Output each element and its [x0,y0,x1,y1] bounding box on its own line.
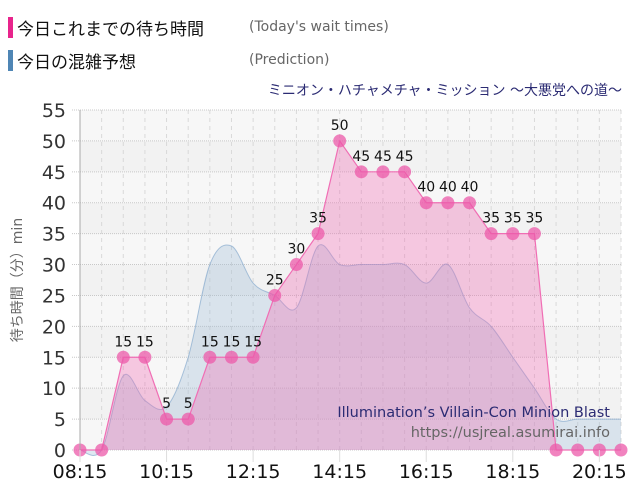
plot-background [80,110,621,450]
legend-prediction-label-en: (Prediction) [249,52,330,68]
data-point[interactable] [506,227,520,241]
y-tick-label: 10 [42,378,66,400]
data-point[interactable] [116,350,130,364]
data-point[interactable] [333,134,347,148]
gridlines [72,109,622,451]
y-tick-label: 20 [42,316,66,338]
y-tick-label: 15 [42,347,66,369]
data-label: 25 [266,272,284,288]
y-axis-label: 待ち時間（分）min [10,218,26,342]
x-tick-label: 10:15 [139,461,194,483]
data-label: 40 [417,180,435,196]
data-point[interactable] [463,196,477,210]
y-tick-label: 0 [54,440,66,462]
data-point[interactable] [527,227,541,241]
data-label: 15 [201,334,219,350]
legend-today-label-jp: 今日これまでの待ち時間 [17,19,204,40]
legend-today-label-en: (Today's wait times) [249,19,389,35]
data-point[interactable] [419,196,433,210]
y-tick-label: 45 [42,162,66,184]
x-tick-label: 14:15 [312,461,367,483]
y-tick-label: 35 [42,224,66,246]
data-label: 45 [396,149,414,165]
legend-swatch-prediction [8,49,13,71]
y-tick-label: 55 [42,100,66,122]
data-point[interactable] [484,227,498,241]
y-tick-label: 30 [42,255,66,277]
data-label: 40 [461,180,479,196]
data-point[interactable] [246,350,260,364]
data-label: 15 [244,334,262,350]
data-point[interactable] [289,258,303,272]
y-tick-label: 50 [42,131,66,153]
prediction-series [79,244,621,456]
data-point[interactable] [138,350,152,364]
watermark-title: Illumination’s Villain-Con Minion Blast [337,405,610,421]
data-label: 35 [526,211,544,227]
data-point[interactable] [160,412,174,426]
data-label: 15 [136,334,154,350]
data-point[interactable] [441,196,455,210]
data-label: 35 [482,211,500,227]
data-label: 30 [287,242,305,258]
y-tick-label: 25 [42,285,66,307]
data-label: 15 [114,334,132,350]
data-label: 45 [374,149,392,165]
data-label: 35 [504,211,522,227]
data-point[interactable] [311,227,325,241]
data-point[interactable] [203,350,217,364]
x-tick-label: 08:15 [53,461,108,483]
data-label: 35 [309,211,327,227]
data-point[interactable] [181,412,195,426]
data-label: 40 [439,180,457,196]
x-tick-label: 20:15 [572,461,627,483]
legend-prediction-label-jp: 今日の混雑予想 [17,52,136,73]
data-point[interactable] [224,350,238,364]
chart-title: ミニオン・ハチャメチャ・ミッション ～大悪党への道～ [267,83,622,99]
data-label: 50 [331,118,349,134]
x-tick-label: 16:15 [399,461,454,483]
data-point[interactable] [95,443,109,457]
data-label: 5 [184,396,193,412]
y-tick-label: 5 [54,409,66,431]
y-tick-label: 40 [42,193,66,215]
x-tick-label: 12:15 [226,461,281,483]
data-point[interactable] [398,165,412,179]
legend-today: 今日これまでの待ち時間 (Today's wait times) [8,16,389,40]
watermark-url: https://usjreal.asumirai.info [411,425,610,441]
data-point[interactable] [354,165,368,179]
data-point[interactable] [376,165,390,179]
data-point[interactable] [549,443,563,457]
data-point[interactable] [614,443,628,457]
x-tick-label: 18:15 [485,461,540,483]
data-label: 45 [352,149,370,165]
data-label: 15 [223,334,241,350]
legend-prediction: 今日の混雑予想 (Prediction) [8,49,330,73]
data-point[interactable] [268,288,282,302]
data-point[interactable] [571,443,585,457]
data-label: 5 [162,396,171,412]
legend-swatch-today [8,16,13,38]
